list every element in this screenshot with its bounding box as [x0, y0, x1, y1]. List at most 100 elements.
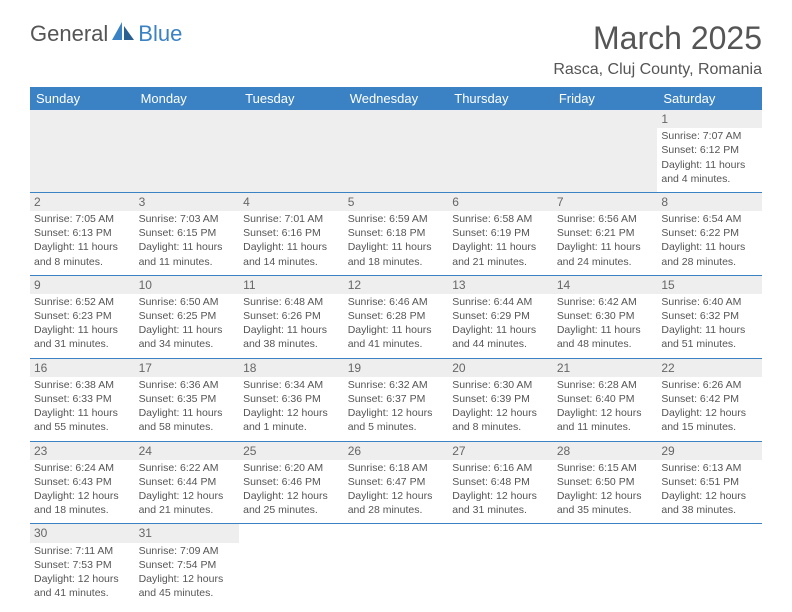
- sunset-text: Sunset: 6:32 PM: [661, 310, 739, 322]
- day-header: Friday: [553, 87, 658, 110]
- sunset-text: Sunset: 7:54 PM: [139, 559, 217, 571]
- daylight-text: Daylight: 12 hours and 5 minutes.: [348, 407, 433, 433]
- day-number: 26: [344, 442, 449, 460]
- daylight-text: Daylight: 11 hours and 34 minutes.: [139, 324, 223, 350]
- calendar-day-cell: [448, 524, 553, 606]
- day-number: 20: [448, 359, 553, 377]
- sunrise-text: Sunrise: 6:15 AM: [557, 462, 637, 474]
- sunset-text: Sunset: 6:22 PM: [661, 227, 739, 239]
- sunset-text: Sunset: 6:28 PM: [348, 310, 426, 322]
- sunrise-text: Sunrise: 7:03 AM: [139, 213, 219, 225]
- sunrise-text: Sunrise: 6:52 AM: [34, 296, 114, 308]
- calendar-day-cell: 21Sunrise: 6:28 AMSunset: 6:40 PMDayligh…: [553, 358, 658, 441]
- logo: General Blue: [30, 20, 182, 48]
- day-number: 19: [344, 359, 449, 377]
- day-number: 23: [30, 442, 135, 460]
- sunrise-text: Sunrise: 6:26 AM: [661, 379, 741, 391]
- daylight-text: Daylight: 12 hours and 38 minutes.: [661, 490, 746, 516]
- sunset-text: Sunset: 6:48 PM: [452, 476, 530, 488]
- sunset-text: Sunset: 6:26 PM: [243, 310, 321, 322]
- sunrise-text: Sunrise: 7:09 AM: [139, 545, 219, 557]
- sunrise-text: Sunrise: 6:50 AM: [139, 296, 219, 308]
- day-number: 10: [135, 276, 240, 294]
- sunset-text: Sunset: 6:30 PM: [557, 310, 635, 322]
- daylight-text: Daylight: 11 hours and 48 minutes.: [557, 324, 641, 350]
- daylight-text: Daylight: 12 hours and 25 minutes.: [243, 490, 328, 516]
- calendar-week-row: 9Sunrise: 6:52 AMSunset: 6:23 PMDaylight…: [30, 275, 762, 358]
- day-number: 11: [239, 276, 344, 294]
- sunrise-text: Sunrise: 6:48 AM: [243, 296, 323, 308]
- daylight-text: Daylight: 11 hours and 28 minutes.: [661, 241, 745, 267]
- calendar-day-cell: 24Sunrise: 6:22 AMSunset: 6:44 PMDayligh…: [135, 441, 240, 524]
- sunrise-text: Sunrise: 7:01 AM: [243, 213, 323, 225]
- daylight-text: Daylight: 12 hours and 31 minutes.: [452, 490, 537, 516]
- calendar-day-cell: 9Sunrise: 6:52 AMSunset: 6:23 PMDaylight…: [30, 275, 135, 358]
- page-title: March 2025: [593, 20, 762, 57]
- calendar-day-cell: 11Sunrise: 6:48 AMSunset: 6:26 PMDayligh…: [239, 275, 344, 358]
- calendar-week-row: 16Sunrise: 6:38 AMSunset: 6:33 PMDayligh…: [30, 358, 762, 441]
- day-header: Tuesday: [239, 87, 344, 110]
- sunrise-text: Sunrise: 6:44 AM: [452, 296, 532, 308]
- sunrise-text: Sunrise: 6:30 AM: [452, 379, 532, 391]
- sunset-text: Sunset: 6:46 PM: [243, 476, 321, 488]
- sunset-text: Sunset: 6:18 PM: [348, 227, 426, 239]
- daylight-text: Daylight: 11 hours and 51 minutes.: [661, 324, 745, 350]
- location-text: Rasca, Cluj County, Romania: [30, 61, 762, 79]
- sunset-text: Sunset: 6:21 PM: [557, 227, 635, 239]
- daylight-text: Daylight: 12 hours and 1 minute.: [243, 407, 328, 433]
- daylight-text: Daylight: 11 hours and 31 minutes.: [34, 324, 118, 350]
- day-number: 17: [135, 359, 240, 377]
- sunset-text: Sunset: 6:29 PM: [452, 310, 530, 322]
- sunrise-text: Sunrise: 6:46 AM: [348, 296, 428, 308]
- sunset-text: Sunset: 6:37 PM: [348, 393, 426, 405]
- day-number: 16: [30, 359, 135, 377]
- calendar-day-cell: 22Sunrise: 6:26 AMSunset: 6:42 PMDayligh…: [657, 358, 762, 441]
- sunset-text: Sunset: 6:35 PM: [139, 393, 217, 405]
- calendar-day-cell: 14Sunrise: 6:42 AMSunset: 6:30 PMDayligh…: [553, 275, 658, 358]
- day-number: 30: [30, 524, 135, 542]
- sunrise-text: Sunrise: 6:59 AM: [348, 213, 428, 225]
- day-number: 14: [553, 276, 658, 294]
- sunset-text: Sunset: 6:36 PM: [243, 393, 321, 405]
- day-header: Sunday: [30, 87, 135, 110]
- sunrise-text: Sunrise: 6:16 AM: [452, 462, 532, 474]
- calendar-day-cell: [448, 110, 553, 192]
- calendar-week-row: 23Sunrise: 6:24 AMSunset: 6:43 PMDayligh…: [30, 441, 762, 524]
- calendar-day-cell: 1Sunrise: 7:07 AMSunset: 6:12 PMDaylight…: [657, 110, 762, 192]
- day-number: 28: [553, 442, 658, 460]
- sunrise-text: Sunrise: 6:54 AM: [661, 213, 741, 225]
- day-number: 8: [657, 193, 762, 211]
- calendar-day-cell: 28Sunrise: 6:15 AMSunset: 6:50 PMDayligh…: [553, 441, 658, 524]
- sunset-text: Sunset: 6:50 PM: [557, 476, 635, 488]
- calendar-day-cell: 17Sunrise: 6:36 AMSunset: 6:35 PMDayligh…: [135, 358, 240, 441]
- sunrise-text: Sunrise: 6:22 AM: [139, 462, 219, 474]
- sunset-text: Sunset: 6:33 PM: [34, 393, 112, 405]
- day-header: Monday: [135, 87, 240, 110]
- calendar-day-cell: 20Sunrise: 6:30 AMSunset: 6:39 PMDayligh…: [448, 358, 553, 441]
- calendar-day-cell: 18Sunrise: 6:34 AMSunset: 6:36 PMDayligh…: [239, 358, 344, 441]
- sunrise-text: Sunrise: 6:56 AM: [557, 213, 637, 225]
- calendar-day-cell: [239, 110, 344, 192]
- calendar-day-cell: [30, 110, 135, 192]
- sunset-text: Sunset: 7:53 PM: [34, 559, 112, 571]
- sunset-text: Sunset: 6:39 PM: [452, 393, 530, 405]
- sunset-text: Sunset: 6:43 PM: [34, 476, 112, 488]
- sunrise-text: Sunrise: 6:13 AM: [661, 462, 741, 474]
- calendar-day-cell: 16Sunrise: 6:38 AMSunset: 6:33 PMDayligh…: [30, 358, 135, 441]
- day-number: 29: [657, 442, 762, 460]
- sunrise-text: Sunrise: 6:28 AM: [557, 379, 637, 391]
- day-number: 12: [344, 276, 449, 294]
- daylight-text: Daylight: 12 hours and 11 minutes.: [557, 407, 642, 433]
- sunset-text: Sunset: 6:15 PM: [139, 227, 217, 239]
- calendar-table: SundayMondayTuesdayWednesdayThursdayFrid…: [30, 87, 762, 606]
- calendar-day-cell: [239, 524, 344, 606]
- calendar-header-row: SundayMondayTuesdayWednesdayThursdayFrid…: [30, 87, 762, 110]
- day-number: 27: [448, 442, 553, 460]
- sunset-text: Sunset: 6:16 PM: [243, 227, 321, 239]
- daylight-text: Daylight: 11 hours and 8 minutes.: [34, 241, 118, 267]
- daylight-text: Daylight: 11 hours and 4 minutes.: [661, 159, 745, 185]
- calendar-day-cell: 15Sunrise: 6:40 AMSunset: 6:32 PMDayligh…: [657, 275, 762, 358]
- day-header: Saturday: [657, 87, 762, 110]
- day-number: 18: [239, 359, 344, 377]
- calendar-day-cell: 29Sunrise: 6:13 AMSunset: 6:51 PMDayligh…: [657, 441, 762, 524]
